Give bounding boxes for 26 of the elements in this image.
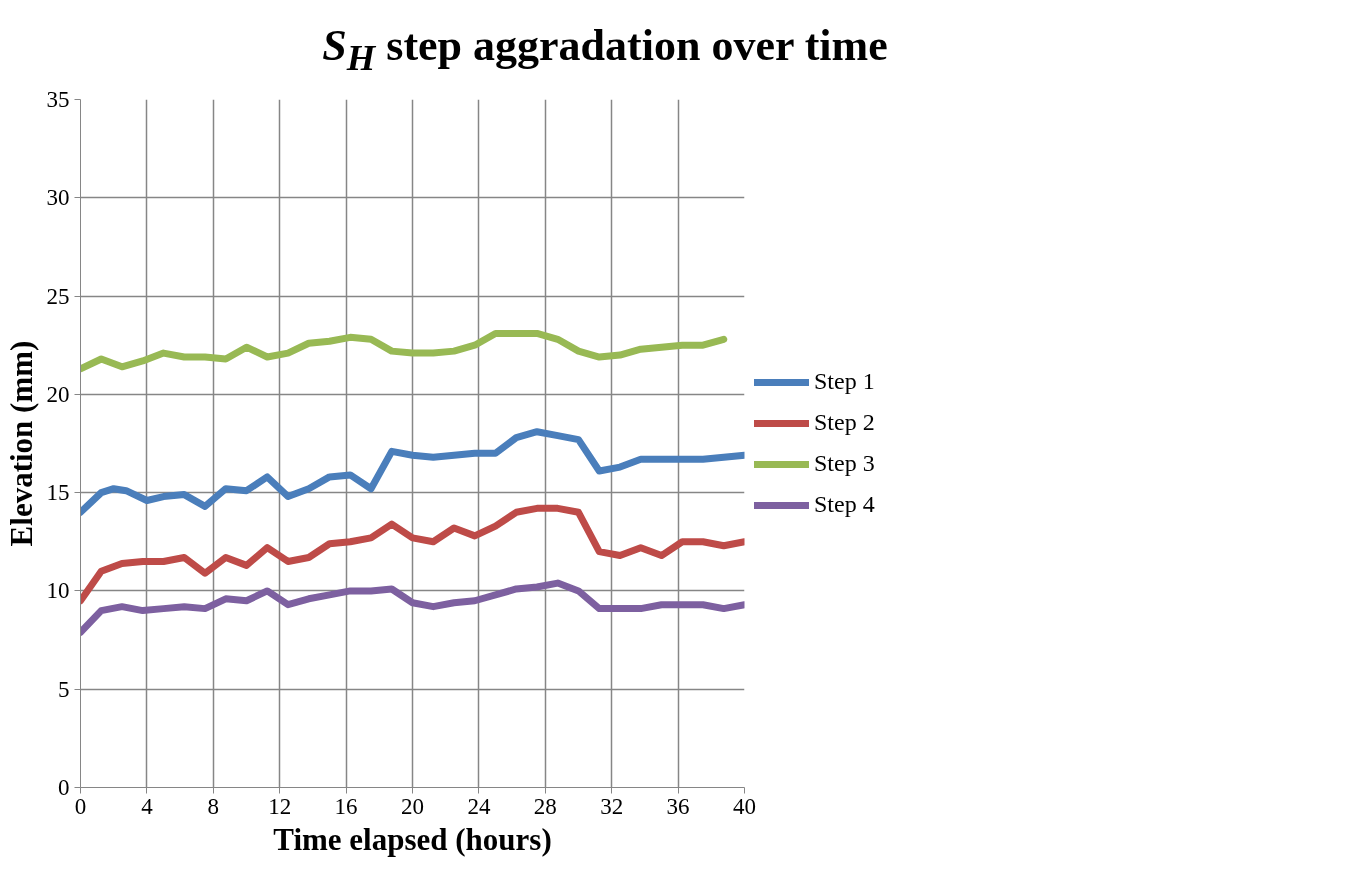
y-axis-title: Elevation (mm) — [3, 340, 39, 547]
y-tick-label: 25 — [46, 283, 70, 309]
y-tick-label: 10 — [46, 578, 70, 604]
x-tick-label: 36 — [666, 793, 690, 819]
x-tick-label: 0 — [74, 793, 87, 819]
y-tick-label: 0 — [58, 775, 70, 801]
x-tick-label: 8 — [207, 793, 220, 819]
y-tick-label: 15 — [46, 480, 70, 506]
y-tick-label: 30 — [46, 185, 70, 211]
x-tick-label: 4 — [141, 793, 154, 819]
x-axis-title: Time elapsed (hours) — [273, 821, 552, 857]
legend-label: Step 2 — [814, 409, 875, 437]
x-tick-label: 16 — [334, 793, 358, 819]
legend-label: Step 4 — [814, 491, 875, 519]
x-tick-label: 12 — [268, 793, 292, 819]
y-tick-label: 5 — [58, 676, 70, 702]
x-tick-label: 40 — [733, 793, 756, 819]
y-tick-label: 20 — [46, 382, 70, 408]
x-tick-label: 32 — [600, 793, 624, 819]
x-tick-label: 28 — [533, 793, 557, 819]
y-tick-label: 35 — [46, 87, 70, 113]
legend-label: Step 3 — [814, 450, 875, 478]
legend-label: Step 1 — [814, 368, 875, 396]
x-tick-label: 20 — [401, 793, 424, 819]
chart-title: S$_{H}$ step aggradation over time — [321, 20, 889, 80]
x-tick-label: 24 — [467, 793, 491, 819]
